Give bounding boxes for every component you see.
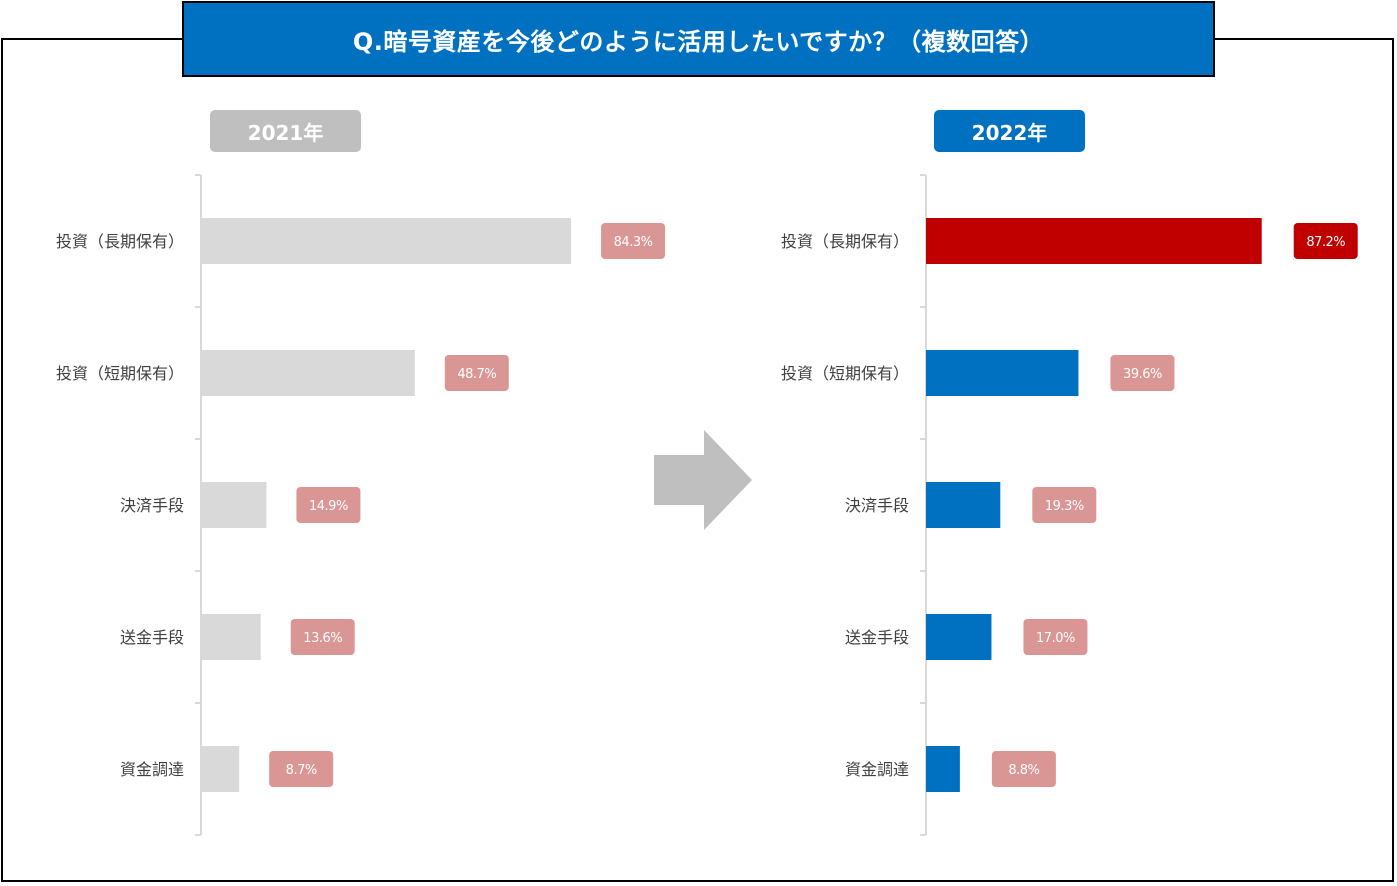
bar-2021-4 xyxy=(201,746,240,792)
year-badge-2022: 2022年 xyxy=(934,110,1085,152)
value-label-box-2021-3 xyxy=(290,619,355,655)
category-label-2022-3: 送金手段 xyxy=(845,628,909,647)
value-label-2022-0: 87.2% xyxy=(1306,235,1345,250)
bar-2021-1 xyxy=(201,350,415,396)
year-badge-2021: 2021年 xyxy=(210,110,361,152)
value-label-2022-2: 19.3% xyxy=(1045,499,1084,514)
value-label-2021-1: 48.7% xyxy=(457,367,496,382)
category-label-2021-2: 決済手段 xyxy=(120,496,184,515)
category-label-2022-0: 投資（長期保有） xyxy=(781,232,909,251)
category-label-2022-1: 投資（短期保有） xyxy=(781,364,909,383)
value-label-box-2021-1 xyxy=(444,355,509,391)
question-title: Q.暗号資産を今後どのように活用したいですか？（複数回答） xyxy=(182,1,1215,77)
value-label-box-2021-4 xyxy=(269,751,334,787)
chart-panel-2022: 投資（長期保有） 87.2% 投資（短期保有） 39.6% 決済手段 19.3% 送金手段 1… xyxy=(781,174,1358,836)
value-label-2022-4: 8.8% xyxy=(1008,763,1039,778)
right-arrow-icon xyxy=(654,430,752,530)
chart-panel-2021: 投資（長期保有） 84.3% 投資（短期保有） 48.7% 決済手段 14.9% 送金手段 1… xyxy=(56,174,666,836)
value-label-box-2022-1 xyxy=(1110,355,1175,391)
value-label-box-2022-4 xyxy=(991,751,1056,787)
bar-2021-3 xyxy=(201,614,261,660)
value-label-2022-3: 17.0% xyxy=(1036,631,1075,646)
bar-2022-0 xyxy=(926,218,1262,264)
bar-2021-0 xyxy=(201,218,572,264)
value-label-box-2022-0 xyxy=(1293,223,1358,259)
bar-2022-4 xyxy=(926,746,960,792)
value-label-2021-2: 14.9% xyxy=(309,499,348,514)
value-label-2021-0: 84.3% xyxy=(614,235,653,250)
value-label-box-2022-3 xyxy=(1023,619,1088,655)
bar-2022-2 xyxy=(926,482,1001,528)
category-label-2022-2: 決済手段 xyxy=(845,496,909,515)
bar-2022-3 xyxy=(926,614,992,660)
category-label-2021-4: 資金調達 xyxy=(120,760,184,779)
category-label-2021-3: 送金手段 xyxy=(120,628,184,647)
year-label-2022: 2022年 xyxy=(971,120,1048,145)
year-label-2021: 2021年 xyxy=(247,120,324,145)
value-label-box-2021-2 xyxy=(296,487,361,523)
value-label-box-2022-2 xyxy=(1032,487,1097,523)
value-label-2021-3: 13.6% xyxy=(303,631,342,646)
value-label-2022-1: 39.6% xyxy=(1123,367,1162,382)
category-label-2021-1: 投資（短期保有） xyxy=(56,364,184,383)
category-label-2022-4: 資金調達 xyxy=(845,760,909,779)
bar-2021-2 xyxy=(201,482,267,528)
category-label-2021-0: 投資（長期保有） xyxy=(56,232,184,251)
value-label-2021-4: 8.7% xyxy=(286,763,317,778)
value-label-box-2021-0 xyxy=(601,223,666,259)
bar-2022-1 xyxy=(926,350,1079,396)
